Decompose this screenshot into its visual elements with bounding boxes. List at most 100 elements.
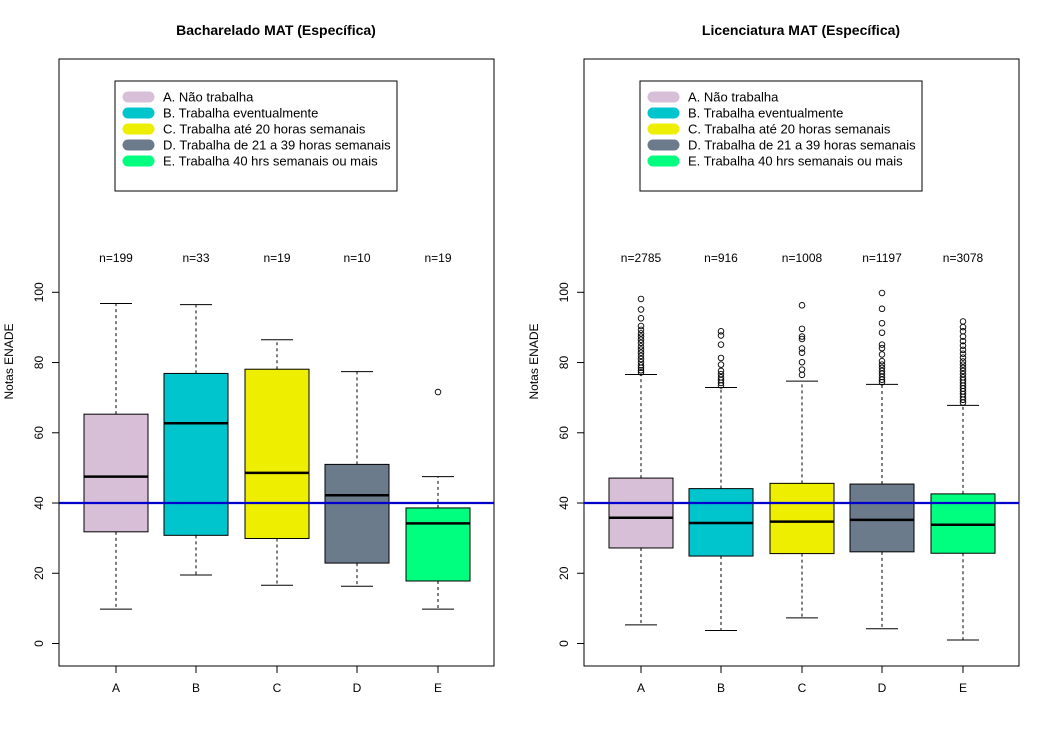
y-tick-label: 40 [557,496,571,510]
legend-label: B. Trabalha eventualmente [688,106,843,121]
y-tick-label: 80 [32,356,46,370]
outlier-point [798,333,806,340]
x-tick-label: C [273,681,282,695]
y-axis-label: Notas ENADE [527,323,541,399]
outlier-point [637,315,645,322]
outlier-point [878,357,886,365]
outlier-point [717,374,725,381]
outlier-point [717,354,725,362]
count-label: n=19 [424,251,451,265]
outlier-point [878,341,886,348]
y-tick-label: 0 [557,640,571,647]
chart-title: Bacharelado MAT (Específica) [176,22,376,38]
outlier-point [798,302,806,309]
chart-title: Licenciatura MAT (Específica) [702,22,900,38]
outlier-point [878,319,886,327]
outlier-point [637,330,645,337]
count-label: n=3078 [943,251,984,265]
count-label: n=1008 [782,251,823,265]
outlier-point [637,352,645,360]
y-tick-label: 100 [557,282,571,302]
x-tick-label: E [959,681,967,695]
outlier-point [637,326,645,334]
outlier-point [717,361,725,368]
count-label: n=10 [343,251,370,265]
outlier-point [717,328,725,335]
outlier-point [637,367,645,374]
outlier-point [637,336,645,343]
box-B [163,372,229,536]
count-label: n=199 [99,251,133,265]
y-tick-label: 20 [32,566,46,580]
outlier-point [637,343,645,350]
count-label: n=19 [263,251,290,265]
outlier-point [637,333,645,340]
outlier-point [959,367,967,375]
box-E [405,507,471,582]
x-tick-label: D [878,681,887,695]
legend-label: D. Trabalha de 21 a 39 horas semanais [688,138,916,153]
box-D [849,483,915,553]
y-axis-label: Notas ENADE [2,323,16,399]
x-tick-label: B [192,681,200,695]
count-label: n=2785 [621,251,662,265]
outlier-point [878,305,886,313]
outlier-point [959,361,967,368]
legend-label: E. Trabalha 40 hrs semanais ou mais [688,154,903,169]
outlier-point [637,322,645,330]
box-D [324,463,390,564]
outlier-point [717,341,725,348]
y-tick-label: 40 [32,496,46,510]
outlier-point [637,295,645,303]
y-tick-label: 80 [557,356,571,370]
panel-licenciatura: Licenciatura MAT (Específica) 0 20 40 60 80 10… [527,22,1020,695]
legend-label: C. Trabalha até 20 horas semanais [163,122,366,137]
outlier-point [798,349,806,356]
outlier-point [878,289,886,297]
outlier-point [959,364,967,372]
outlier-point [878,351,886,358]
outlier-point [798,325,806,333]
outlier-point [717,370,725,378]
legend-label: E. Trabalha 40 hrs semanais ou mais [163,154,378,169]
outlier-point [637,355,645,363]
outlier-point [959,337,967,345]
x-tick-label: A [112,681,120,695]
box-A [608,477,674,549]
x-tick-label: D [353,681,362,695]
outlier-point [434,388,442,396]
outlier-point [959,346,967,354]
outlier-point [637,346,645,353]
legend-label: A. Não trabalha [163,90,254,105]
outlier-point [637,358,645,366]
outlier-point [959,342,967,349]
x-tick-label: B [717,681,725,695]
outlier-point [878,364,886,372]
outlier-point [959,328,967,335]
outlier-point [798,345,806,352]
outlier-point [717,332,725,339]
box-A [83,413,149,533]
x-tick-label: A [637,681,645,695]
outlier-point [798,366,806,373]
legend-box [114,80,398,192]
box-C [244,368,310,539]
count-label: n=916 [704,251,738,265]
panel-bacharelado: Bacharelado MAT (Específica) 0 20 40 60 80 100… [2,22,495,695]
outlier-point [959,350,967,358]
outlier-point [798,371,806,379]
legend-label: B. Trabalha eventualmente [163,106,318,121]
box-C [769,482,835,555]
legend-label: D. Trabalha de 21 a 39 horas semanais [163,138,391,153]
outlier-point [959,354,967,361]
y-tick-label: 60 [32,426,46,440]
outlier-point [637,306,645,313]
outlier-point [959,370,967,378]
outlier-point [878,361,886,368]
x-tick-label: E [434,681,442,695]
y-tick-label: 20 [557,566,571,580]
y-tick-label: 60 [557,426,571,440]
